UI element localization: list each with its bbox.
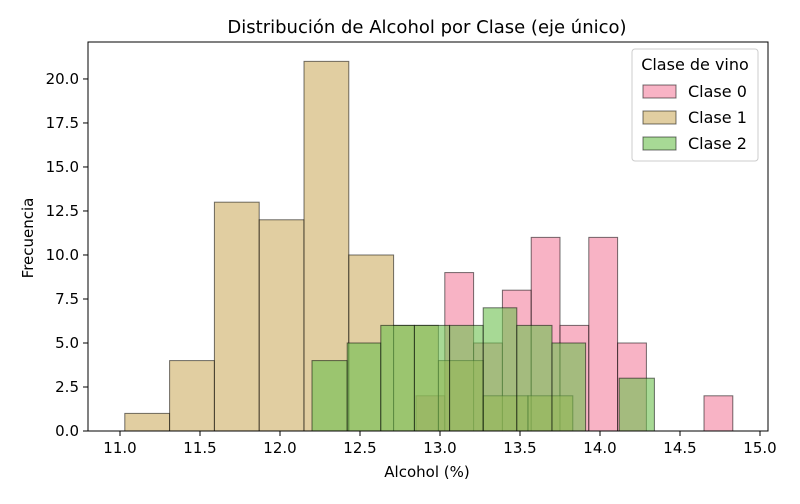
x-tick-label: 14.5 [663,439,696,457]
y-tick-label: 12.5 [46,202,79,220]
legend-label-0: Clase 0 [688,82,747,101]
bar-series-1-bin-0 [124,412,171,432]
x-tick-label: 13.0 [423,439,456,457]
x-axis-ticks: 11.0 11.5 12.0 12.5 13.0 13.5 14.0 14.5 15.0 [103,431,777,457]
bar-series-1-bin-2 [213,201,260,432]
y-tick-label: 20.0 [46,70,79,88]
bar-series-2-bin-4 [449,324,484,432]
bar-series-1-bin-1 [169,360,215,432]
x-tick-label: 11.0 [103,439,136,457]
x-tick-label: 11.5 [183,439,216,457]
legend: Clase de vino Clase 0 Clase 1 Clase 2 [631,48,759,162]
legend-items: Clase 0 Clase 1 Clase 2 [642,82,747,153]
bars-layer [124,60,734,432]
plot-area-frame [87,41,769,432]
y-tick-label: 17.5 [46,114,79,132]
legend-swatch-1 [642,110,677,125]
bar-series-2-bin-1 [346,342,382,432]
x-tick-label: 12.5 [343,439,376,457]
x-tick-label: 12.0 [263,439,296,457]
x-tick-label: 14.0 [583,439,616,457]
legend-title: Clase de vino [641,55,749,74]
bar-series-2-bin-7 [551,342,587,432]
y-tick-label: 7.5 [55,290,79,308]
x-tick-label: 13.5 [503,439,536,457]
y-axis-ticks: 0.0 2.5 5.0 7.5 10.0 12.5 15.0 17.5 20.0 [46,70,88,440]
bar-series-2-bin-6 [516,324,553,432]
legend-label-1: Clase 1 [688,108,747,127]
chart-title: Distribución de Alcohol por Clase (eje ú… [227,17,626,38]
bar-series-2-bin-9 [618,377,655,432]
legend-swatch-2 [642,136,677,151]
legend-label-2: Clase 2 [688,134,747,153]
bar-series-1-bin-3 [258,219,305,432]
bar-series-2-bin-5 [482,307,518,432]
x-tick-label: 15.0 [743,439,776,457]
x-axis-label: Alcohol (%) [384,463,469,481]
y-tick-label: 0.0 [55,422,79,440]
y-tick-label: 15.0 [46,158,79,176]
bar-series-2-bin-2 [380,324,415,432]
legend-frame [631,48,759,162]
bar-series-0-bin-6 [588,236,619,432]
y-axis-label: Frecuencia [19,198,37,279]
y-tick-label: 5.0 [55,334,79,352]
bar-series-2-bin-3 [413,324,451,432]
bar-series-2-bin-0 [311,360,348,432]
y-tick-label: 2.5 [55,378,79,396]
y-tick-label: 10.0 [46,246,79,264]
legend-swatch-0 [642,84,677,99]
bar-series-0-bin-10 [703,395,734,432]
